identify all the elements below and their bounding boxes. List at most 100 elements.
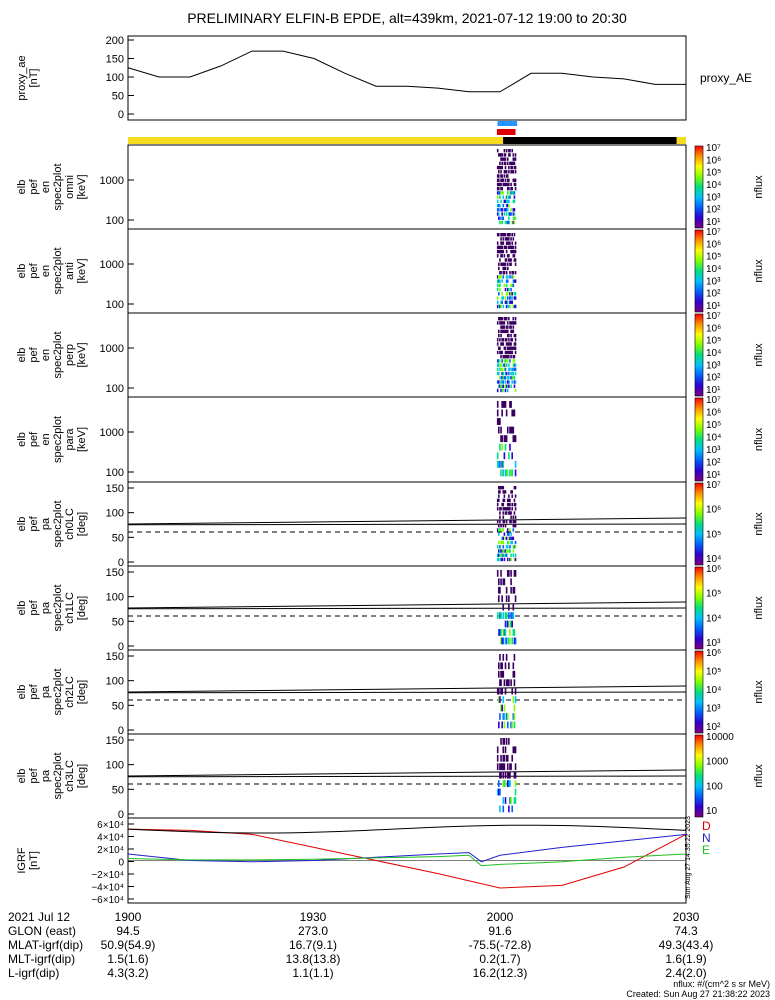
spectrogram-cell xyxy=(498,304,500,309)
y-axis-label: spec2plot xyxy=(52,331,64,378)
spectrogram-cell xyxy=(511,620,514,628)
colorbar-tick-label: 10⁴ xyxy=(706,554,721,565)
spectrogram-cell xyxy=(512,536,515,541)
spectrogram-cell xyxy=(496,687,499,695)
spectrogram-cell xyxy=(505,620,508,628)
spectrogram-cell xyxy=(502,275,505,279)
spectrogram-cell xyxy=(501,528,503,532)
colorbar-tick-label: 10⁶ xyxy=(706,323,721,334)
footer-row-label: L-igrf(dip) xyxy=(8,966,59,980)
y-axis-label: pa xyxy=(40,517,52,530)
loss-cone-lower xyxy=(127,607,687,610)
spectrogram-cell xyxy=(509,212,511,216)
right-label: nflux xyxy=(753,680,765,704)
spectrogram-cell xyxy=(505,182,508,187)
spectrogram-cell xyxy=(502,157,505,161)
spectrogram-cell xyxy=(509,296,511,300)
spectrogram-cell xyxy=(510,620,512,628)
spectrogram-cell xyxy=(503,507,506,511)
spectrogram-cell xyxy=(508,287,510,292)
colorbar-tick-label: 10² xyxy=(706,373,721,384)
spectrogram-cell xyxy=(510,426,512,434)
colorbar xyxy=(694,566,704,650)
spectrogram-cell xyxy=(509,528,511,532)
spectrogram-cell xyxy=(509,549,511,553)
spectrogram-cell xyxy=(514,771,517,779)
spectrogram-cell xyxy=(505,371,508,376)
spectrogram-cell xyxy=(498,212,500,216)
spectrogram-cell xyxy=(514,165,517,170)
spectrogram-cell xyxy=(508,511,510,515)
spectrogram-cell xyxy=(501,540,503,545)
spectrogram-cell xyxy=(506,178,509,182)
spectrogram-cell xyxy=(511,371,514,376)
spectrogram-cell xyxy=(510,350,512,355)
spectrogram-cell xyxy=(508,333,510,338)
spectrogram-cell xyxy=(502,498,505,503)
spectrogram-cell xyxy=(501,249,503,254)
spectrogram-cell xyxy=(510,338,512,342)
spectrogram-cell xyxy=(503,557,506,562)
spectrogram-cell xyxy=(506,721,509,729)
y-tick-label: 100 xyxy=(106,676,124,688)
spectrogram-cell xyxy=(506,540,509,545)
spectrogram-cell xyxy=(513,191,516,195)
spectrogram-cell xyxy=(502,612,505,619)
loss-cone-lower xyxy=(127,523,687,526)
spectrogram-cell xyxy=(505,203,508,208)
spectrogram-cell xyxy=(509,233,511,237)
spectrogram-cell xyxy=(514,486,517,490)
spectrogram-cell xyxy=(508,502,510,507)
igrf-total xyxy=(127,824,687,834)
spectrogram-cell xyxy=(506,342,509,346)
spectrogram-cell xyxy=(504,287,507,292)
spectrogram-cell xyxy=(512,199,515,204)
spectrogram-cell xyxy=(512,367,515,372)
spectrogram-cell xyxy=(500,670,502,678)
y-axis-label: perp xyxy=(64,344,76,366)
spectrogram-cell xyxy=(505,237,508,241)
footer-row-label: 2021 Jul 12 xyxy=(8,910,70,924)
spectrogram-cell xyxy=(505,409,508,417)
spectrogram-cell xyxy=(512,371,515,376)
spectrogram-cell xyxy=(512,612,515,619)
spectrogram-cell xyxy=(496,553,499,557)
igrf-series-N xyxy=(127,833,687,863)
spectrogram-cell xyxy=(513,797,516,804)
spectrogram-cell xyxy=(501,687,503,695)
spectrogram-cell xyxy=(510,721,512,729)
spectrogram-cell xyxy=(510,570,512,577)
spectrogram-cell xyxy=(502,754,505,762)
spectrogram-cell xyxy=(501,174,503,178)
spectrogram-cell xyxy=(500,629,502,636)
spectrogram-cell xyxy=(503,254,506,258)
spectrogram-cell xyxy=(500,174,502,178)
right-label: nflux xyxy=(753,175,765,199)
spectrogram-cell xyxy=(513,359,516,363)
footer-mlt: 0.2(1.7) xyxy=(479,952,520,966)
spectrogram-cell xyxy=(510,371,512,376)
spectrogram-cell xyxy=(496,754,499,762)
footer-row-label: MLAT-igrf(dip) xyxy=(8,938,83,952)
spectrogram-cell xyxy=(512,346,515,350)
spectrogram-cell xyxy=(506,545,509,549)
spectrogram-cell xyxy=(502,342,505,346)
spectrogram-cell xyxy=(496,241,499,245)
spectrogram-cell xyxy=(514,367,517,372)
spectrogram-cell xyxy=(504,662,507,670)
y-axis-label: spec2plot xyxy=(52,668,64,715)
right-label: nflux xyxy=(753,596,765,620)
spectrogram-cell xyxy=(512,696,515,703)
spectrogram-cell xyxy=(498,788,500,796)
spectrogram-cell xyxy=(498,498,500,503)
spectrogram-cell xyxy=(513,258,516,262)
spectrogram-cell xyxy=(502,338,505,342)
y-axis-label: elb xyxy=(16,685,28,700)
spectrogram-cell xyxy=(502,271,505,275)
spectrogram-cell xyxy=(498,329,500,334)
spectrogram-cell xyxy=(513,486,516,490)
spectrogram-cell xyxy=(506,325,509,329)
y-axis-label: pef xyxy=(28,346,40,362)
spectrogram-cell xyxy=(510,797,512,804)
spectrogram-cell xyxy=(511,536,514,541)
